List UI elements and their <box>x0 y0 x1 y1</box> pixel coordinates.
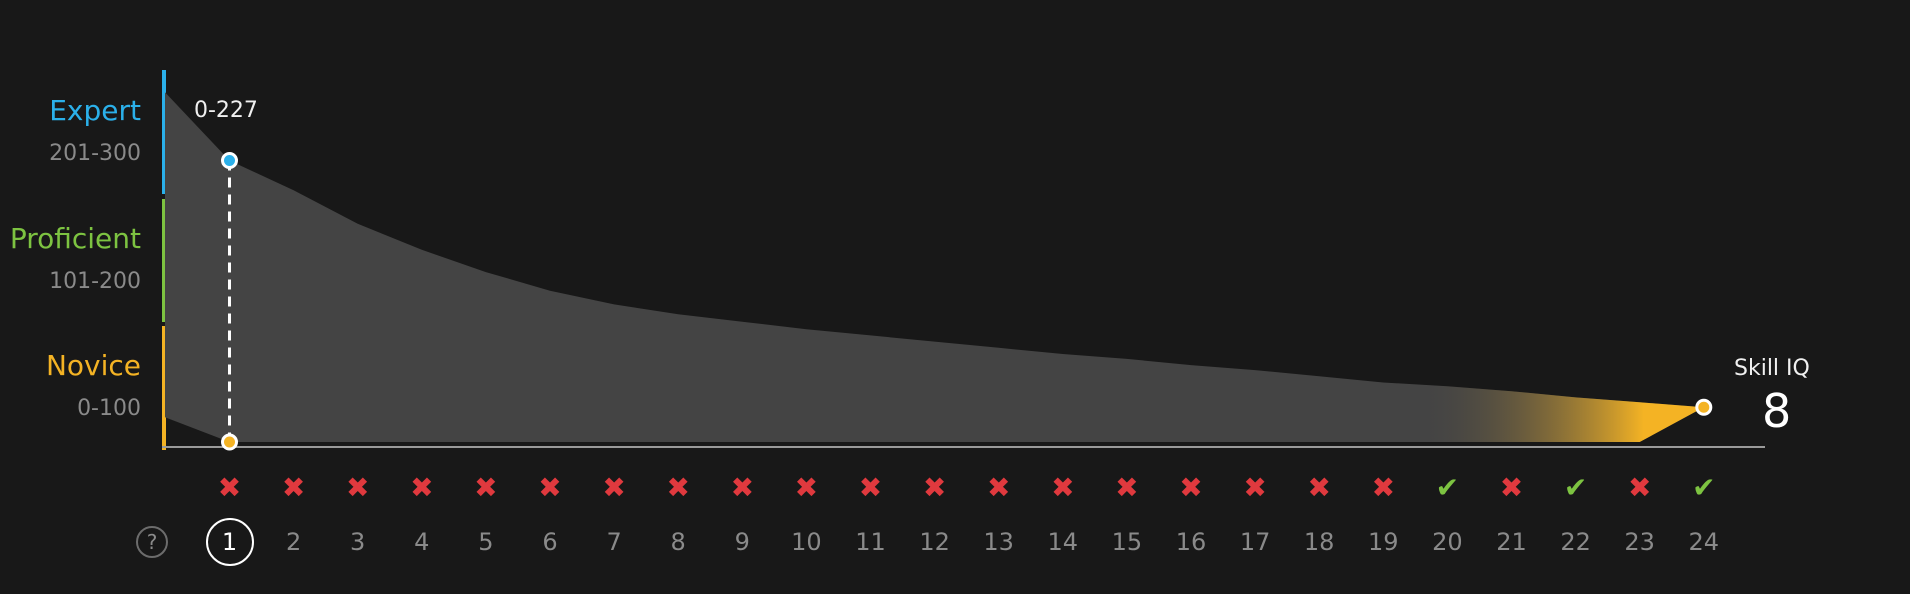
question-number-24[interactable]: 24 <box>1688 528 1720 556</box>
score-range-area <box>165 92 1704 443</box>
question-number-3[interactable]: 3 <box>350 528 366 556</box>
band-bar-novice <box>162 326 166 450</box>
cross-icon: ✖ <box>666 471 690 504</box>
question-number-10[interactable]: 10 <box>791 528 822 556</box>
question-number-17[interactable]: 17 <box>1239 528 1271 556</box>
check-icon: ✔ <box>1563 471 1588 504</box>
question-number-23[interactable]: 23 <box>1624 528 1655 556</box>
cross-icon: ✖ <box>858 471 883 504</box>
cross-icon: ✖ <box>538 471 562 504</box>
cross-icon: ✖ <box>794 471 819 504</box>
cross-icon: ✖ <box>1307 471 1331 504</box>
question-number-6[interactable]: 6 <box>542 528 558 556</box>
range-readout: 0-227 <box>194 98 258 123</box>
question-number-13[interactable]: 13 <box>983 528 1014 556</box>
check-icon: ✔ <box>1692 471 1716 504</box>
question-number-11[interactable]: 11 <box>855 528 886 556</box>
marker-point-2 <box>221 433 238 451</box>
cross-icon: ✖ <box>1115 471 1139 504</box>
cross-icon: ✖ <box>986 471 1011 504</box>
question-number-7[interactable]: 7 <box>606 528 622 556</box>
question-circle-icon[interactable]: ? <box>136 526 168 558</box>
question-number-20[interactable]: 20 <box>1432 528 1463 556</box>
marker-point-1 <box>221 152 238 170</box>
question-number-5[interactable]: 5 <box>478 528 494 556</box>
question-number-4[interactable]: 4 <box>414 528 430 556</box>
cross-icon: ✖ <box>922 471 947 504</box>
skill-iq-score: 8 <box>1762 384 1792 438</box>
band-range-novice: 0-100 <box>77 396 141 421</box>
question-number-16[interactable]: 16 <box>1175 528 1207 556</box>
question-number-19[interactable]: 19 <box>1368 528 1399 556</box>
cross-icon: ✖ <box>1179 471 1203 504</box>
cross-icon: ✖ <box>474 471 498 504</box>
cross-icon: ✖ <box>1499 471 1524 504</box>
cross-icon: ✖ <box>1627 471 1652 504</box>
band-label-proficient: Proficient <box>9 222 141 255</box>
band-range-proficient: 101-200 <box>49 269 141 294</box>
marker-point-3 <box>1695 398 1713 416</box>
cross-icon: ✖ <box>281 471 306 504</box>
question-number-12[interactable]: 12 <box>919 528 950 556</box>
cross-icon: ✖ <box>1051 471 1075 504</box>
cross-icon: ✖ <box>1371 471 1396 504</box>
band-bar-expert <box>162 70 166 194</box>
cross-icon: ✖ <box>602 471 626 504</box>
question-number-18[interactable]: 18 <box>1303 528 1335 556</box>
band-range-expert: 201-300 <box>49 141 141 166</box>
check-icon: ✔ <box>1435 471 1460 504</box>
cross-icon: ✖ <box>217 471 242 504</box>
cross-icon: ✖ <box>410 471 434 504</box>
band-bar-proficient <box>162 199 166 322</box>
score-range-highlight <box>1383 382 1704 442</box>
skill-iq-caption: Skill IQ <box>1734 356 1810 381</box>
cross-icon: ✖ <box>1243 471 1267 504</box>
cross-icon: ✖ <box>345 471 370 504</box>
question-number-9[interactable]: 9 <box>734 528 750 556</box>
band-label-expert: Expert <box>49 94 141 127</box>
question-number-2[interactable]: 2 <box>285 528 302 556</box>
question-number-22[interactable]: 22 <box>1560 528 1591 556</box>
band-label-novice: Novice <box>45 349 141 382</box>
cross-icon: ✖ <box>730 471 755 504</box>
question-number-21[interactable]: 21 <box>1496 528 1527 556</box>
question-number-1[interactable]: 1 <box>205 518 254 566</box>
question-number-14[interactable]: 14 <box>1047 528 1079 556</box>
question-number-15[interactable]: 15 <box>1111 528 1143 556</box>
question-number-8[interactable]: 8 <box>670 528 686 556</box>
